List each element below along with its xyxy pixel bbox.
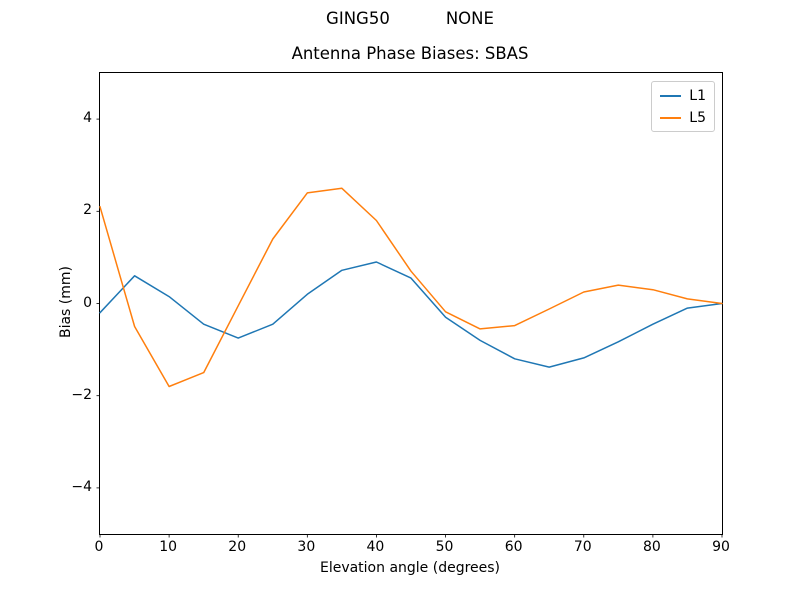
x-tick-label: 60 bbox=[504, 539, 523, 555]
y-tick-labels: −4 −2 0 2 4 bbox=[0, 72, 92, 533]
x-tick-label: 0 bbox=[94, 539, 104, 555]
legend-label: L1 bbox=[689, 87, 706, 104]
x-tick-labels: 0 10 20 30 40 50 60 70 80 90 bbox=[95, 539, 730, 557]
suptitle-station: GING50 bbox=[326, 9, 390, 28]
figure-suptitle: GING50 NONE bbox=[99, 9, 721, 28]
y-tick-label: 4 bbox=[83, 110, 92, 127]
x-tick-label: 20 bbox=[228, 539, 247, 555]
y-tick-label: −2 bbox=[71, 386, 92, 403]
legend-line-swatch bbox=[660, 116, 682, 119]
legend-line-swatch bbox=[660, 94, 682, 97]
plot-area: L1 L5 bbox=[96, 72, 723, 538]
y-tick-label: −4 bbox=[71, 478, 92, 495]
l5-line bbox=[99, 187, 723, 388]
x-axis-label: Elevation angle (degrees) bbox=[319, 560, 501, 576]
legend-item-l1: L1 bbox=[660, 87, 706, 104]
x-tick-label: 50 bbox=[435, 539, 454, 555]
x-tick-label: 80 bbox=[642, 539, 661, 555]
legend: L1 L5 bbox=[651, 81, 715, 132]
legend-item-l5: L5 bbox=[660, 109, 706, 126]
plot-svg bbox=[96, 118, 723, 538]
x-tick-label: 30 bbox=[297, 539, 316, 555]
l1-line bbox=[99, 261, 723, 368]
y-axis-label: Bias (mm) bbox=[58, 265, 74, 339]
y-tick-label: 2 bbox=[83, 202, 92, 219]
chart-title: Antenna Phase Biases: SBAS bbox=[291, 44, 529, 63]
x-tick-label: 90 bbox=[712, 539, 730, 555]
legend-label: L5 bbox=[689, 109, 706, 126]
y-tick-label: 0 bbox=[83, 294, 92, 311]
x-tick-label: 40 bbox=[366, 539, 385, 555]
suptitle-mode: NONE bbox=[445, 9, 494, 28]
x-tick-label: 70 bbox=[573, 539, 592, 555]
x-tick-label: 10 bbox=[159, 539, 178, 555]
